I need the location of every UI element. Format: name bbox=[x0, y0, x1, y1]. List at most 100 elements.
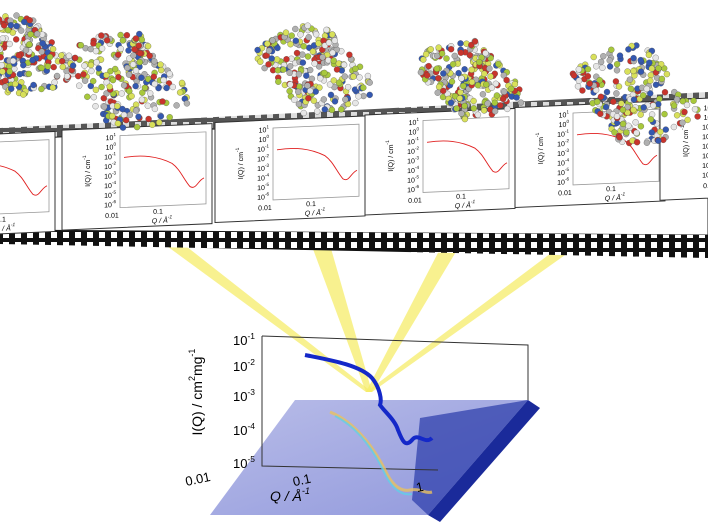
protein-atom bbox=[625, 122, 632, 129]
protein-atom bbox=[295, 100, 303, 108]
protein-atom bbox=[297, 31, 304, 38]
protein-atom bbox=[299, 59, 307, 66]
protein-atom bbox=[287, 41, 294, 48]
frame-y-tick-label: 10-4 bbox=[407, 165, 419, 175]
protein-atom bbox=[447, 99, 455, 106]
protein-atom bbox=[0, 22, 8, 29]
protein-atom bbox=[49, 84, 56, 91]
frame-x-tick-label: 0.1 bbox=[153, 209, 163, 216]
frame-y-tick-label: 10-5 bbox=[104, 190, 116, 200]
protein-atom bbox=[38, 64, 45, 72]
frame-axes bbox=[0, 139, 50, 216]
protein-atom bbox=[90, 40, 97, 47]
protein-atom bbox=[570, 72, 578, 79]
protein-atom bbox=[584, 73, 592, 80]
protein-atom bbox=[307, 87, 314, 95]
frame-x-label: Q / Å-1 bbox=[0, 223, 15, 233]
protein-atom bbox=[491, 99, 498, 106]
protein-atom bbox=[440, 70, 447, 77]
protein-atom bbox=[53, 72, 61, 80]
frame-y-tick-label: 101 bbox=[259, 125, 270, 135]
protein-atom bbox=[72, 54, 79, 62]
y-tick-label: 10-5 bbox=[233, 454, 255, 471]
protein-atom bbox=[295, 88, 302, 95]
protein-atom bbox=[38, 85, 45, 93]
frame-border bbox=[659, 93, 708, 201]
frame-y-tick-label: 10-5 bbox=[257, 182, 269, 192]
protein-atom bbox=[46, 53, 54, 61]
protein-atom bbox=[157, 113, 165, 120]
protein-atom bbox=[330, 57, 337, 64]
protein-atom bbox=[311, 60, 318, 67]
protein-atom bbox=[26, 41, 33, 48]
protein-atom bbox=[155, 84, 162, 92]
protein-atom bbox=[22, 47, 30, 54]
protein-atom bbox=[129, 61, 137, 68]
frame-curve bbox=[0, 163, 48, 196]
protein-atom bbox=[114, 102, 121, 110]
protein-atom bbox=[511, 80, 519, 88]
protein-atom bbox=[480, 107, 488, 114]
protein-atom bbox=[317, 75, 324, 82]
protein-atom bbox=[312, 88, 319, 95]
protein-atom bbox=[87, 45, 94, 53]
protein-atom bbox=[461, 115, 469, 123]
protein-atom bbox=[360, 84, 367, 91]
protein-atom bbox=[320, 96, 327, 103]
frame-y-tick-label: 10-6 bbox=[407, 184, 419, 194]
protein-atom bbox=[27, 31, 34, 38]
protein-atom bbox=[20, 62, 27, 69]
protein-atom bbox=[503, 76, 510, 84]
protein-atom bbox=[499, 95, 507, 103]
protein-atom bbox=[624, 68, 631, 75]
protein-atom bbox=[594, 98, 601, 105]
protein-atom bbox=[303, 72, 310, 79]
protein-atom bbox=[690, 97, 697, 104]
protein-atom bbox=[673, 96, 681, 103]
frame-curve bbox=[123, 155, 205, 188]
protein-atom bbox=[178, 79, 186, 87]
protein-atom bbox=[268, 55, 275, 62]
protein-atom bbox=[38, 48, 45, 55]
protein-atom bbox=[307, 66, 314, 74]
protein-atom bbox=[274, 67, 282, 74]
protein-atom bbox=[613, 61, 621, 68]
protein-atom bbox=[98, 83, 105, 91]
protein-atom bbox=[16, 70, 24, 78]
frame-curve bbox=[276, 148, 358, 181]
protein-atom bbox=[183, 100, 191, 107]
protein-atom bbox=[151, 80, 158, 88]
protein-atom bbox=[590, 53, 597, 61]
protein-atom bbox=[433, 65, 441, 72]
protein-atom bbox=[694, 113, 701, 120]
protein-atom bbox=[146, 52, 153, 59]
protein-atom bbox=[457, 40, 464, 47]
protein-atom bbox=[173, 102, 180, 109]
protein-atom bbox=[103, 37, 111, 44]
protein-atom bbox=[18, 27, 25, 34]
protein-atom bbox=[457, 49, 465, 56]
protein-atom bbox=[125, 71, 133, 78]
protein-atom bbox=[637, 111, 644, 118]
protein-atom bbox=[673, 112, 681, 119]
protein-atom bbox=[613, 67, 621, 74]
light-beam bbox=[152, 235, 372, 392]
protein-atom bbox=[92, 86, 100, 94]
protein-atom bbox=[21, 18, 28, 26]
protein-atom bbox=[655, 65, 662, 72]
protein-atom bbox=[117, 31, 124, 39]
protein-atom bbox=[327, 91, 335, 99]
protein-atom bbox=[98, 32, 105, 39]
frame-x-tick-label: 0.01 bbox=[258, 205, 272, 213]
protein-atom bbox=[101, 103, 108, 110]
protein-atom bbox=[643, 139, 651, 146]
protein-atom bbox=[136, 50, 144, 57]
light-beams bbox=[152, 212, 625, 392]
protein-atom bbox=[117, 45, 124, 52]
protein-atom bbox=[50, 63, 57, 71]
protein-atom bbox=[30, 81, 37, 89]
frame-y-tick-label: 10-1 bbox=[407, 136, 419, 146]
protein-atom bbox=[597, 110, 604, 118]
protein-atom bbox=[314, 108, 321, 115]
